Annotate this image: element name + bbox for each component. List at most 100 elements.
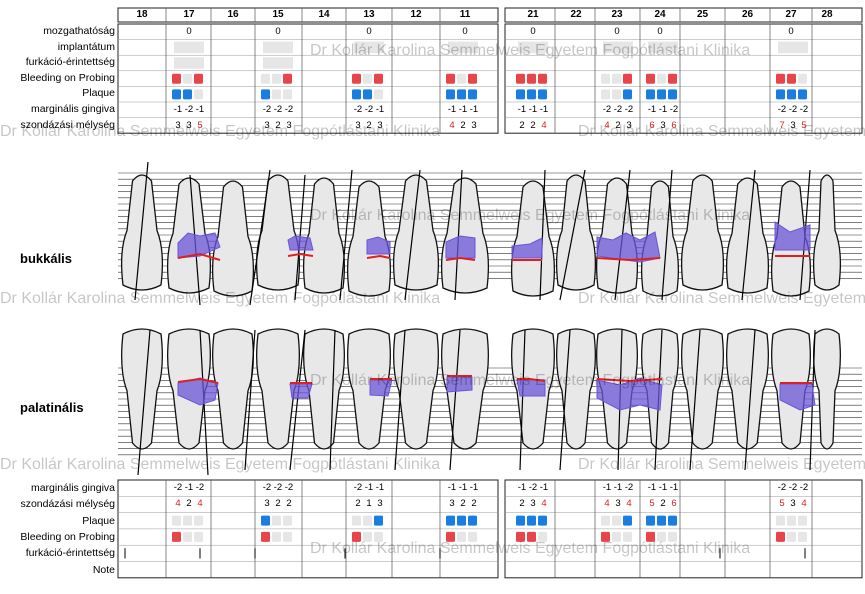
gingiva-value: -2 (262, 482, 272, 493)
mobility-value: 0 (530, 26, 536, 37)
depth-value: 3 (449, 498, 455, 510)
tooth-axis-line (394, 329, 406, 471)
tooth-axis-line (244, 329, 256, 471)
implant-box (174, 41, 204, 54)
plaque-square (538, 89, 547, 100)
plaque-square (538, 515, 547, 526)
tooth-icon (256, 174, 300, 291)
bop-square (646, 73, 655, 84)
bop-square (787, 73, 796, 84)
tooth-axis-line (539, 169, 546, 301)
tooth-axis-line (519, 329, 526, 471)
bop-square (527, 73, 536, 84)
bottom-row-label: Note (92, 563, 115, 576)
gingiva-value: -1 (539, 482, 549, 493)
bop-square (657, 73, 666, 84)
tooth-number-23: 23 (611, 9, 623, 20)
tooth-icon (393, 174, 439, 291)
pocket-area (287, 235, 314, 251)
plaque-square (363, 89, 372, 100)
tooth-number-14: 14 (318, 9, 330, 20)
plaque-square (261, 515, 270, 526)
gingiva-value: -2 (777, 104, 787, 115)
tooth-icon (511, 180, 555, 297)
depth-value: 3 (264, 498, 270, 510)
gingiva-value: -1 (602, 482, 612, 493)
gingiva-value: -1 (669, 482, 679, 493)
tooth-icon (347, 180, 391, 297)
bop-square (446, 73, 455, 84)
bop-square (457, 73, 466, 84)
plaque-square (446, 89, 455, 100)
plaque-square (516, 515, 525, 526)
gingiva-value: -1 (375, 104, 385, 115)
gingiva-value: -2 (364, 104, 374, 115)
tooth-icon (121, 174, 163, 291)
bop-square (776, 531, 785, 542)
plaque-square (457, 89, 466, 100)
depth-value: 6 (671, 119, 677, 131)
plaque-square (612, 515, 621, 526)
plaque-square (446, 515, 455, 526)
depth-value: 3 (286, 119, 292, 131)
bop-square (183, 531, 192, 542)
top-row-label: marginális gingiva (30, 103, 115, 115)
implant-box (448, 41, 478, 54)
pocket-area (369, 379, 393, 397)
depth-value: 4 (604, 498, 610, 510)
bottom-row-label: marginális gingiva (30, 482, 115, 494)
tooth-icon (813, 174, 841, 291)
depth-value: 1 (366, 498, 372, 510)
gingival-margin-line (445, 256, 476, 261)
gingival-margin-line (366, 254, 391, 259)
gingiva-value: -1 (458, 104, 468, 115)
depth-value: 4 (541, 498, 547, 510)
depth-value: 3 (530, 498, 536, 510)
depth-value: 3 (790, 498, 796, 510)
tooth-number-22: 22 (570, 9, 582, 20)
top-table-border (117, 23, 499, 134)
gingiva-value: -1 (364, 482, 374, 493)
mobility-value: 0 (186, 26, 192, 37)
depth-value: 2 (460, 119, 466, 131)
mobility-value: 0 (614, 26, 620, 37)
gingiva-value: -1 (658, 104, 668, 115)
gingival-margin-line (517, 378, 546, 382)
depth-value: 2 (460, 498, 466, 510)
depth-value: 2 (471, 498, 477, 510)
plaque-square (183, 515, 192, 526)
tooth-axis-line (289, 329, 306, 471)
bottom-row-label: szondázási mélység (20, 498, 115, 511)
tooth-number-16: 16 (227, 9, 239, 20)
tooth-icon (303, 177, 345, 294)
gingiva-value: -1 (517, 482, 527, 493)
plaque-square (776, 515, 785, 526)
tooth-axis-line (689, 329, 701, 471)
tooth-axis-line (329, 329, 336, 471)
depth-value: 2 (366, 119, 372, 131)
top-row-label: Plaque (82, 87, 115, 100)
bop-square (261, 531, 270, 542)
bop-square (538, 73, 547, 84)
tooth-icon (556, 328, 596, 450)
gingiva-value: -2 (669, 104, 679, 115)
mobility-value: 0 (275, 26, 281, 37)
depth-value: 2 (660, 498, 666, 510)
tooth-number-24: 24 (654, 9, 666, 20)
gingiva-value: -1 (647, 482, 657, 493)
tooth-number-26: 26 (741, 9, 754, 20)
tooth-number-18: 18 (136, 9, 148, 20)
tooth-icon (121, 328, 163, 450)
bop-square (538, 531, 547, 542)
depth-value: 6 (671, 498, 677, 510)
depth-value: 4 (626, 498, 632, 510)
depth-value: 2 (275, 119, 281, 131)
gingival-margin-line (596, 378, 663, 383)
header-border (117, 7, 499, 23)
plaque-square (623, 89, 632, 100)
pocket-area (511, 237, 543, 259)
bop-square (172, 531, 181, 542)
depth-value: 2 (519, 119, 525, 131)
tooth-axis-line (741, 169, 756, 301)
depth-value: 6 (649, 119, 655, 131)
